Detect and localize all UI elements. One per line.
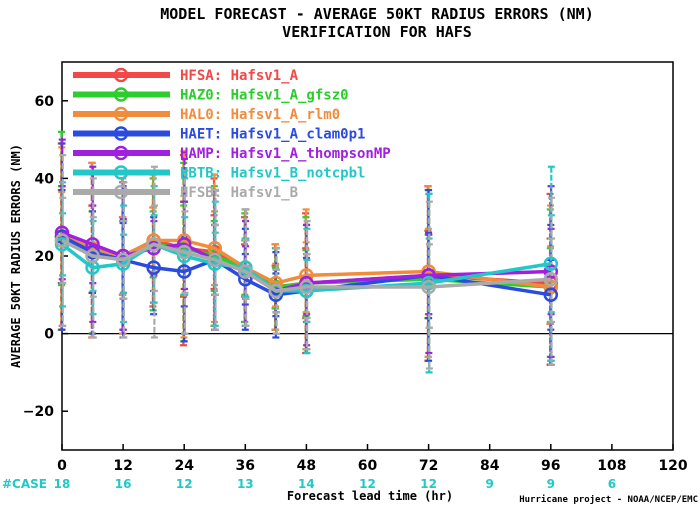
- data-point: [207, 252, 222, 268]
- legend: HFSA: Hafsv1_A HAZ0: Hafsv1_A_gfsz0 HAL0: …: [73, 67, 391, 201]
- data-point: [115, 252, 131, 268]
- case-count: 12: [420, 477, 437, 491]
- x-tick-label: 108: [597, 458, 626, 474]
- y-tick-label: 40: [35, 171, 55, 187]
- data-point: [54, 233, 70, 248]
- chart-title: MODEL FORECAST - AVERAGE 50KT RADIUS ERR…: [160, 5, 593, 23]
- y-axis: −20 0 20 40 60: [23, 94, 68, 420]
- x-tick-label: 72: [419, 458, 438, 474]
- case-count: 13: [237, 477, 254, 491]
- case-count: 16: [115, 477, 132, 491]
- y-tick-label: 20: [35, 249, 55, 265]
- x-tick-label: 0: [57, 458, 67, 474]
- case-count: 18: [54, 477, 71, 491]
- series-line: [61, 238, 551, 293]
- data-point: [85, 248, 100, 264]
- y-tick-label: 60: [35, 94, 55, 110]
- case-count: 12: [359, 477, 376, 491]
- legend-label: HAZ0: Hafsv1_A_gfsz0: [180, 88, 349, 104]
- x-tick-label: 48: [297, 458, 316, 474]
- data-point: [299, 279, 314, 295]
- legend-marker: [113, 126, 129, 141]
- case-count: 9: [486, 477, 494, 491]
- data-point: [543, 272, 559, 287]
- data-point: [543, 287, 559, 303]
- chart-subtitle: VERIFICATION FOR HAFS: [282, 23, 472, 41]
- case-counts: #CASE 18 16 12 13 14 12 12 9 9 6: [2, 477, 616, 491]
- data-point: [146, 260, 161, 275]
- legend-label: HAET: Hafsv1_A_clam0p1: [180, 127, 365, 143]
- x-tick-label: 60: [358, 458, 378, 474]
- legend-label: HBTB: Hafsv1_B_notcpbl: [180, 166, 365, 182]
- x-tick-label: 84: [480, 458, 500, 474]
- x-tick-label: 96: [541, 458, 560, 474]
- y-tick-label: −20: [23, 404, 54, 420]
- data-point: [268, 283, 284, 299]
- legend-marker: [113, 145, 129, 161]
- legend-label: HAL0: Hafsv1_A_rlm0: [180, 107, 340, 123]
- legend-label: HFSA: Hafsv1_A: [180, 68, 299, 84]
- y-axis-label: AVERAGE 50KT RADIUS ERRORS (NM): [9, 144, 23, 368]
- legend-marker: [113, 87, 129, 102]
- case-count: 9: [547, 477, 555, 491]
- data-point: [176, 244, 192, 260]
- data-point: [543, 256, 559, 272]
- legend-marker: [113, 67, 129, 83]
- legend-label: HFSB: Hafsv1_B: [180, 185, 298, 201]
- legend-marker: [113, 165, 129, 180]
- credit-text: Hurricane project - NOAA/NCEP/EMC: [519, 494, 698, 505]
- x-axis: 0 12 24 36 48 60 72 84 96 108 120: [57, 444, 688, 474]
- x-axis-label: Forecast lead time (hr): [287, 489, 453, 503]
- series-lines: [54, 225, 559, 303]
- data-point: [146, 237, 161, 252]
- data-point: [176, 264, 192, 279]
- x-tick-label: 24: [174, 458, 194, 474]
- legend-marker: [113, 184, 129, 200]
- case-count: 12: [176, 477, 193, 491]
- y-tick-label: 0: [44, 327, 54, 343]
- legend-marker: [113, 106, 129, 122]
- case-count: 14: [298, 477, 315, 491]
- case-label: #CASE: [2, 477, 47, 491]
- x-tick-label: 12: [113, 458, 132, 474]
- x-tick-label: 120: [658, 458, 687, 474]
- x-tick-label: 36: [236, 458, 255, 474]
- data-point: [238, 264, 253, 279]
- case-count: 6: [608, 477, 616, 491]
- data-point: [421, 279, 436, 295]
- legend-label: HAMP: Hafsv1_A_thompsonMP: [180, 146, 391, 162]
